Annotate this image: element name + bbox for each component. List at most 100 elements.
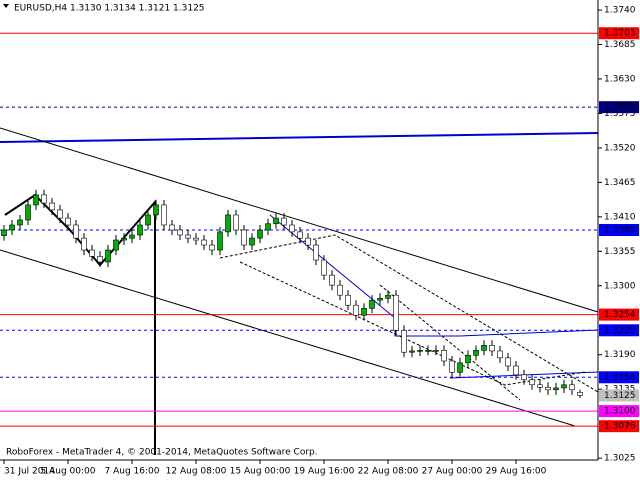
candle-body [337,284,343,296]
title-icon [3,4,9,8]
trend-line [0,127,599,313]
candle-body [193,237,199,241]
level-label-box [599,371,639,384]
level-label-box [599,389,639,402]
candle-body [489,345,495,352]
y-tick-label: 1.3300 [604,281,636,291]
x-tick-label: 12 Aug 08:00 [166,467,227,477]
candle-body [241,229,247,246]
candle-body [297,231,303,239]
level-label: 1.3389 [604,226,636,236]
levels [0,32,598,427]
x-tick-label: 15 Aug 00:00 [230,467,291,477]
candle-body [569,384,575,391]
level-label: 1.3585 [604,103,636,113]
candle-body [505,357,511,367]
candle-body [17,219,23,226]
candle-body [201,239,207,246]
candle-body [409,350,415,353]
x-tick-label: 19 Aug 16:00 [294,467,355,477]
candle-body [529,379,535,386]
candle-body [353,304,359,316]
trend-line [0,132,599,143]
candle-body [25,204,31,221]
candle-body [481,345,487,351]
candle-body [329,274,335,286]
y-tick-label: 1.3630 [604,74,636,84]
candle-body [225,214,231,233]
candle-body [137,224,143,236]
y-tick-label: 1.3685 [604,40,636,50]
candle-body [577,392,583,396]
forecast-line [239,261,586,386]
forecast-line [379,284,521,401]
candle-body [41,194,47,204]
x-tick-label: 27 Aug 00:00 [422,467,483,477]
x-tick-label: 31 Jul 2014 [4,467,55,477]
level-label: 1.3125 [604,391,636,401]
y-tick-label: 1.3025 [604,454,636,464]
y-tick-label: 1.3410 [604,212,636,222]
candle-body [185,234,191,239]
candle-body [289,224,295,233]
candle-body [393,294,399,331]
candle-body [177,229,183,236]
candle-body [369,299,375,309]
candle-body [105,249,111,263]
x-tick-label: 5 Aug 00:00 [41,467,96,477]
chart-title: EURUSD,H4 1.3130 1.3134 1.3121 1.3125 [14,4,205,14]
candle-body [49,202,55,211]
x-tick-label: 29 Aug 16:00 [486,467,547,477]
candle-body [281,217,287,226]
candle-body [145,214,151,226]
y-tick-label: 1.3520 [604,143,636,153]
level-label: 1.3154 [604,373,636,383]
candle-body [441,350,447,362]
candle-body [153,204,159,216]
candle-body [521,374,527,381]
footer: RoboForex - MetaTrader 4, © 2001-2014, M… [6,448,318,458]
candle-body [513,365,519,376]
level-label-box [599,324,639,337]
candle-body [553,387,559,391]
candle-body [417,350,423,352]
candle-body [257,229,263,239]
candle-body [385,294,391,299]
candle-body [89,249,95,257]
forecast-line [219,234,599,393]
candle-body [1,229,7,236]
candle-body [169,224,175,231]
candle-body [545,387,551,391]
level-label: 1.3076 [604,422,636,432]
level-label: 1.3229 [604,326,636,336]
candle-body [129,234,135,239]
level-label: 1.3254 [604,310,636,320]
level-label-box [599,420,639,433]
candle-body [305,237,311,246]
x-tick-label: 7 Aug 16:00 [105,467,160,477]
candle-body [113,239,119,251]
candle-body [537,384,543,388]
candle-body [97,256,103,263]
candle-body [497,350,503,359]
axis-labels: 1.3740 1.3685 1.3630 1.3575 1.3520 1.3465 1.34… [3,6,639,477]
candle-body [233,214,239,231]
y-tick-label: 1.3355 [604,247,636,257]
candles [1,189,583,398]
level-label-box [599,27,639,40]
level-label-box [599,308,639,321]
level-label: 1.3100 [604,407,636,417]
candle-body [209,244,215,251]
level-label-box [599,224,639,236]
candle-body [561,384,567,389]
candle-body [321,259,327,276]
candle-body [57,209,63,219]
candle-body [457,362,463,373]
level-label-box [599,405,639,418]
candle-body [81,237,87,251]
level-label: 1.3703 [604,29,636,39]
y-tick-label: 1.3740 [604,6,636,16]
candle-body [33,194,39,206]
